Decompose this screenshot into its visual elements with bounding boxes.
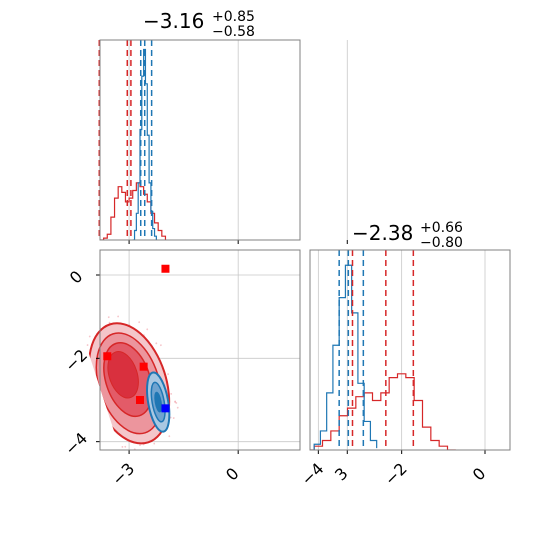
- scatter-marker: [161, 264, 170, 273]
- param1-title-sub: −0.58: [212, 24, 255, 40]
- scatter-marker: [340, 313, 348, 321]
- sample-point: [170, 392, 173, 395]
- sample-point: [124, 445, 127, 448]
- sample-point: [174, 400, 177, 403]
- sample-point: [86, 344, 89, 346]
- sample-point: [139, 444, 141, 447]
- sample-point: [91, 395, 94, 398]
- hist1-blue-series: [132, 48, 157, 240]
- sample-point: [108, 321, 111, 324]
- sample-point: [101, 406, 104, 409]
- sample-point: [96, 396, 99, 398]
- hist1-red-series: [100, 182, 167, 240]
- density-blue: [146, 371, 171, 433]
- scatter-marker: [103, 352, 112, 361]
- axes-frame: [99, 39, 301, 241]
- x-tick-label: −3: [108, 459, 138, 489]
- param1-histogram-panel: [98, 40, 348, 240]
- x-tick-label: 0: [222, 464, 243, 485]
- hist2-red-series: [310, 373, 456, 450]
- y-tick-label: −2: [61, 345, 91, 375]
- joint-scatter-panel: [80, 250, 348, 453]
- sample-point: [107, 316, 110, 319]
- scatter-marker: [136, 396, 144, 404]
- y-tick-label: 0: [66, 267, 87, 288]
- sample-point: [159, 344, 162, 347]
- sample-point: [168, 435, 171, 438]
- x-tick-label: −4: [297, 459, 327, 489]
- sample-point: [112, 437, 115, 440]
- sample-point: [82, 379, 85, 382]
- param1-title-sup: +0.85: [212, 9, 255, 25]
- param1-title: −3.16: [143, 9, 204, 33]
- sample-point: [176, 406, 179, 409]
- contour-level: [107, 351, 139, 399]
- sample-point: [111, 437, 114, 440]
- axes-frame: [309, 249, 511, 451]
- hist2-blue-series: [313, 264, 378, 450]
- sample-point: [167, 373, 170, 376]
- sample-point: [151, 445, 154, 448]
- sample-point: [153, 442, 156, 445]
- param2-title-sup: +0.66: [420, 220, 463, 236]
- sample-point: [91, 374, 94, 377]
- sample-point: [146, 328, 149, 331]
- param2-title: −2.38: [352, 221, 413, 245]
- y-tick-label: −4: [61, 429, 91, 459]
- axes-frame: [99, 249, 301, 451]
- sample-point: [84, 380, 87, 383]
- sample-point: [145, 450, 148, 453]
- param2-histogram-panel: [310, 250, 486, 450]
- sample-point: [92, 413, 95, 416]
- sample-point: [155, 342, 158, 345]
- sample-point: [90, 410, 92, 413]
- sample-point: [88, 335, 91, 338]
- param2-title-sub: −0.80: [420, 235, 463, 251]
- sample-point: [175, 402, 178, 404]
- density-red: [80, 315, 179, 453]
- scatter-marker: [139, 362, 148, 371]
- sample-point: [172, 417, 175, 419]
- scatter-marker: [161, 404, 170, 413]
- sample-point: [117, 315, 120, 318]
- sample-point: [80, 376, 83, 379]
- sample-point: [94, 412, 97, 415]
- sample-point: [94, 384, 96, 386]
- contour-level: [154, 391, 163, 413]
- x-tick-label: 3: [331, 464, 352, 485]
- sample-point: [104, 408, 107, 411]
- sample-point: [121, 446, 124, 448]
- sample-point: [138, 321, 141, 324]
- x-tick-label: 0: [469, 464, 490, 485]
- x-tick-label: −2: [381, 459, 411, 489]
- sample-point: [95, 414, 98, 417]
